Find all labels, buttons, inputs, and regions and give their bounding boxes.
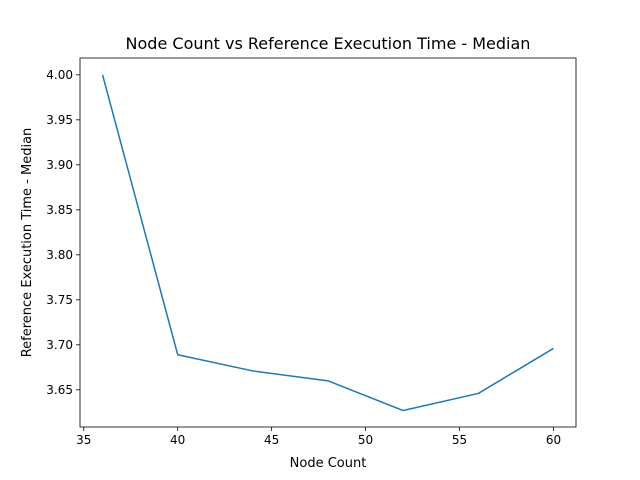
x-tick-label: 60	[546, 433, 561, 447]
x-axis: 35 40 45 50 55 60	[76, 427, 561, 447]
series-line	[101, 74, 554, 412]
x-tick-label: 55	[452, 433, 467, 447]
chart-title: Node Count vs Reference Execution Time -…	[126, 34, 531, 53]
y-tick-label: 3.65	[46, 383, 73, 397]
x-tick-label: 35	[76, 433, 91, 447]
plot-area: 35 40 45 50 55 60 3.65 3.70 3.75 3.80 3.85 3.90 3.9…	[46, 57, 577, 447]
y-tick-label: 4.00	[46, 68, 73, 82]
y-axis-label: Reference Execution Time - Median	[20, 128, 35, 358]
y-tick-label: 3.75	[46, 293, 73, 307]
x-tick-label: 40	[170, 433, 185, 447]
y-tick-label: 3.95	[46, 113, 73, 127]
y-tick-label: 3.70	[46, 338, 73, 352]
plot-frame	[79, 57, 577, 428]
y-tick-label: 3.90	[46, 158, 73, 172]
x-axis-label: Node Count	[290, 456, 367, 471]
x-tick-label: 50	[358, 433, 373, 447]
x-tick-label: 45	[264, 433, 279, 447]
series-layer	[101, 74, 554, 412]
y-tick-label: 3.85	[46, 203, 73, 217]
y-tick-label: 3.80	[46, 248, 73, 262]
y-axis: 3.65 3.70 3.75 3.80 3.85 3.90 3.95 4.00	[46, 68, 80, 397]
